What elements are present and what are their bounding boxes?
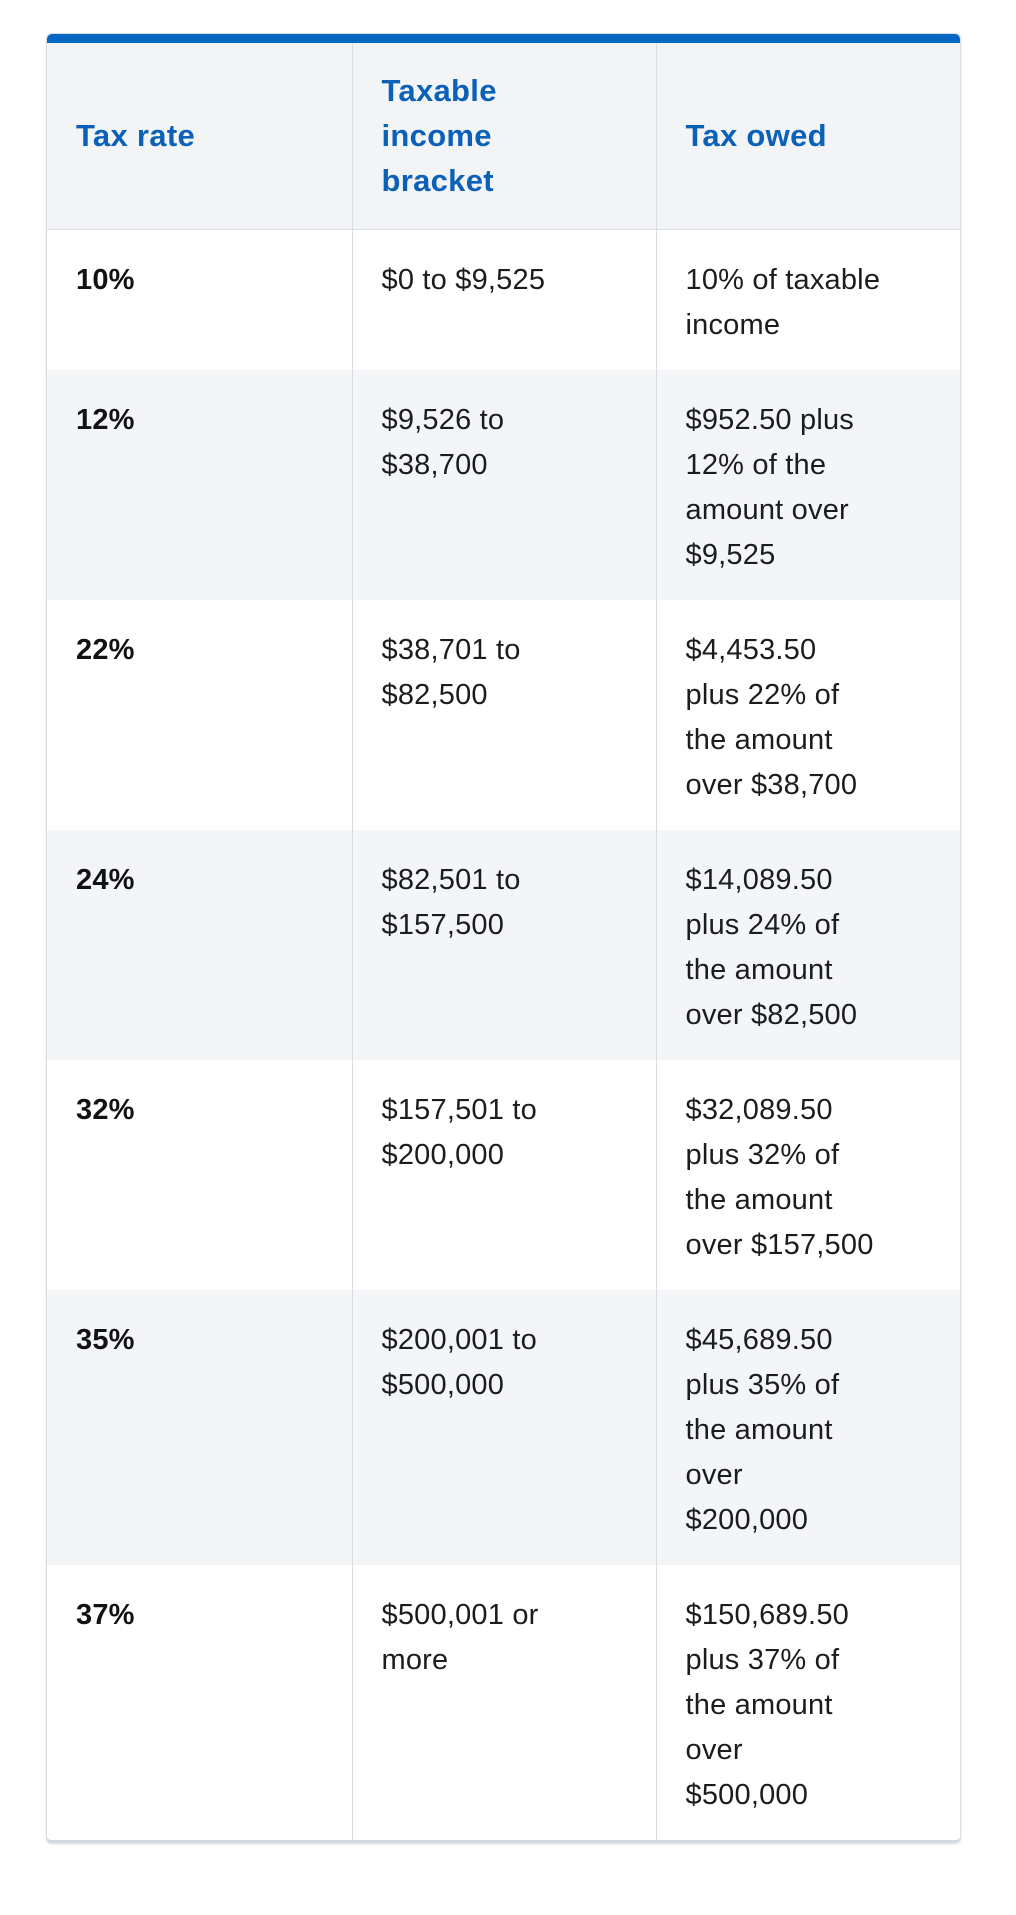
cell-income-bracket: $500,001 or more (351, 1564, 656, 1840)
cell-income-bracket: $38,701 to $82,500 (351, 599, 656, 830)
header-row: Tax rate Taxable income bracket Tax owed (47, 43, 960, 230)
table-row: 10% $0 to $9,525 10% of taxable income (47, 229, 960, 370)
table-row: 35% $200,001 to $500,000 $45,689.50 plus 3… (47, 1289, 960, 1565)
column-header-label: Taxable income bracket (381, 73, 497, 199)
cell-tax-rate: 22% (47, 599, 352, 830)
cell-income-bracket: $200,001 to $500,000 (351, 1289, 656, 1565)
column-header-tax-rate: Tax rate (47, 43, 352, 230)
column-header-tax-owed: Tax owed (655, 43, 960, 230)
cell-tax-rate: 12% (47, 369, 352, 600)
cell-income-bracket: $157,501 to $200,000 (351, 1059, 656, 1290)
cell-income-bracket: $82,501 to $157,500 (351, 829, 656, 1060)
cell-tax-rate: 24% (47, 829, 352, 1060)
column-header-label: Tax rate (76, 118, 195, 154)
cell-tax-owed: $150,689.50 plus 37% of the amount over … (655, 1564, 960, 1840)
table-row: 12% $9,526 to $38,700 $952.50 plus 12% of … (47, 369, 960, 600)
cell-tax-rate: 10% (47, 229, 352, 370)
column-header-label: Tax owed (685, 118, 827, 154)
cell-tax-owed: $14,089.50 plus 24% of the amount over $… (655, 829, 960, 1060)
table-body: 10% $0 to $9,525 10% of taxable income 12% $… (47, 229, 960, 1840)
cell-income-bracket: $9,526 to $38,700 (351, 369, 656, 600)
cell-tax-owed: $952.50 plus 12% of the amount over $9,5… (655, 369, 960, 600)
cell-tax-rate: 37% (47, 1564, 352, 1840)
table-row: 37% $500,001 or more $150,689.50 plus 37% … (47, 1564, 960, 1840)
cell-tax-rate: 35% (47, 1289, 352, 1565)
table-header: Tax rate Taxable income bracket Tax owed (47, 43, 960, 230)
cell-tax-rate: 32% (47, 1059, 352, 1290)
cell-tax-owed: $32,089.50 plus 32% of the amount over $… (655, 1059, 960, 1290)
table-top-accent-bar (47, 34, 960, 43)
table-row: 32% $157,501 to $200,000 $32,089.50 plus 3… (47, 1059, 960, 1290)
cell-income-bracket: $0 to $9,525 (351, 229, 656, 370)
tax-brackets-table-card: Tax rate Taxable income bracket Tax owed… (46, 33, 961, 1843)
table-row: 24% $82,501 to $157,500 $14,089.50 plus 24… (47, 829, 960, 1060)
table-row: 22% $38,701 to $82,500 $4,453.50 plus 22% … (47, 599, 960, 830)
cell-tax-owed: $45,689.50 plus 35% of the amount over $… (655, 1289, 960, 1565)
cell-tax-owed: 10% of taxable income (655, 229, 960, 370)
tax-brackets-table: Tax rate Taxable income bracket Tax owed… (47, 43, 960, 1840)
cell-tax-owed: $4,453.50 plus 22% of the amount over $3… (655, 599, 960, 830)
column-header-taxable-income-bracket: Taxable income bracket (351, 43, 656, 230)
